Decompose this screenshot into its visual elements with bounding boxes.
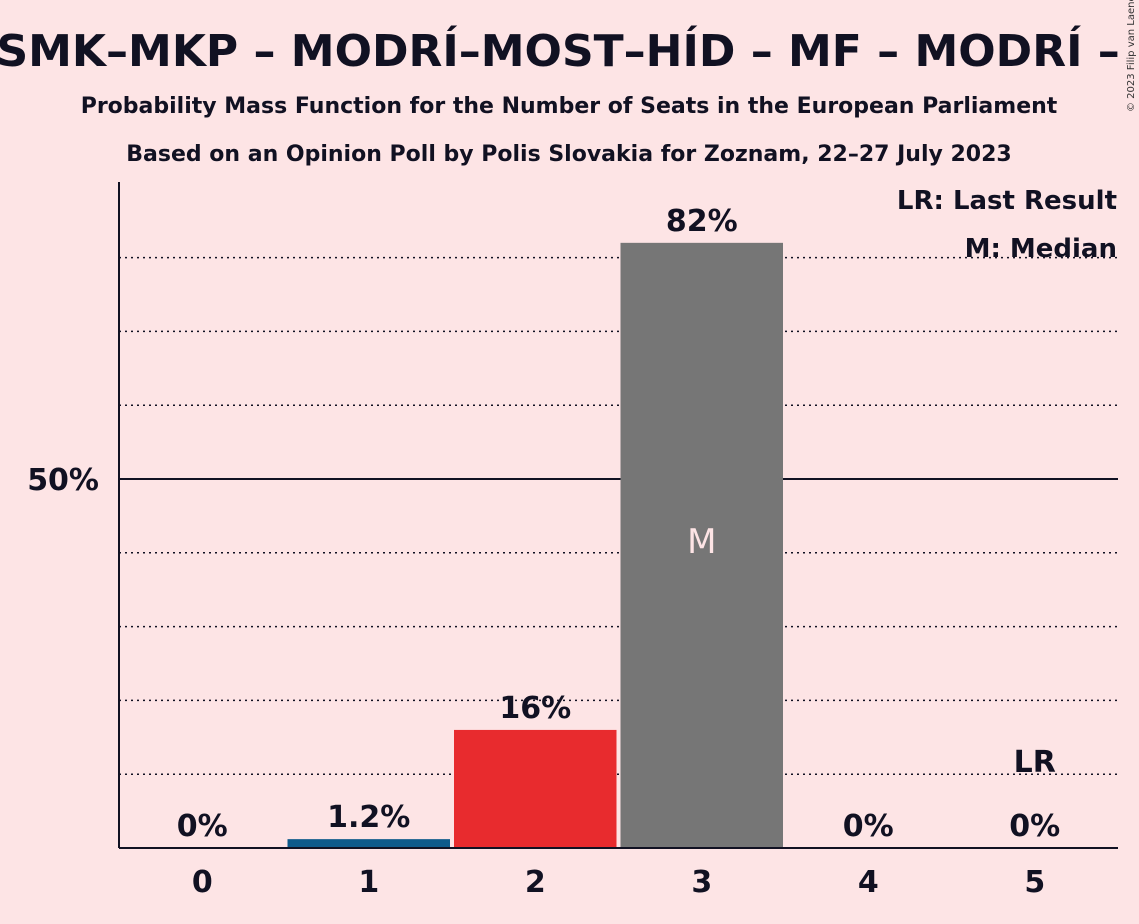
data-label-0: 0% — [177, 809, 228, 844]
x-tick-label-1: 1 — [358, 865, 379, 900]
last-result-marker: LR — [1014, 745, 1056, 780]
axes: 50% — [27, 182, 1118, 849]
data-label-5: 0% — [1009, 809, 1060, 844]
bar-2 — [454, 729, 617, 848]
x-tick-label-4: 4 — [858, 865, 879, 900]
legend-last-result: LR: Last Result — [897, 186, 1117, 216]
chart-subtitle-2: Based on an Opinion Poll by Polis Slovak… — [126, 142, 1011, 167]
x-tick-label-0: 0 — [192, 865, 213, 900]
gridlines — [119, 256, 1118, 775]
bar-3 — [620, 242, 783, 849]
data-label-1: 1.2% — [327, 800, 410, 835]
data-label-4: 0% — [843, 809, 894, 844]
y-tick-label-50: 50% — [27, 463, 99, 498]
data-label-3: 82% — [666, 204, 738, 239]
bars — [287, 242, 783, 849]
copyright-text: © 2023 Filip van Laenen — [1126, 0, 1137, 112]
data-label-2: 16% — [499, 691, 571, 726]
chart-title: – SMK–MKP – MODRÍ–MOST–HÍD – MF – MODRÍ … — [0, 24, 1139, 77]
chart-subtitle-1: Probability Mass Function for the Number… — [81, 94, 1058, 119]
x-tick-label-2: 2 — [525, 865, 546, 900]
median-marker: M — [687, 522, 716, 562]
x-tick-label-3: 3 — [691, 865, 712, 900]
x-tick-label-5: 5 — [1024, 865, 1045, 900]
legend-median: M: Median — [965, 234, 1117, 264]
data-labels: 0% 0 1.2% 1 16% 2 82% 3 M 0% 4 0% 5 LR — [177, 204, 1060, 900]
bar-1 — [287, 839, 450, 848]
